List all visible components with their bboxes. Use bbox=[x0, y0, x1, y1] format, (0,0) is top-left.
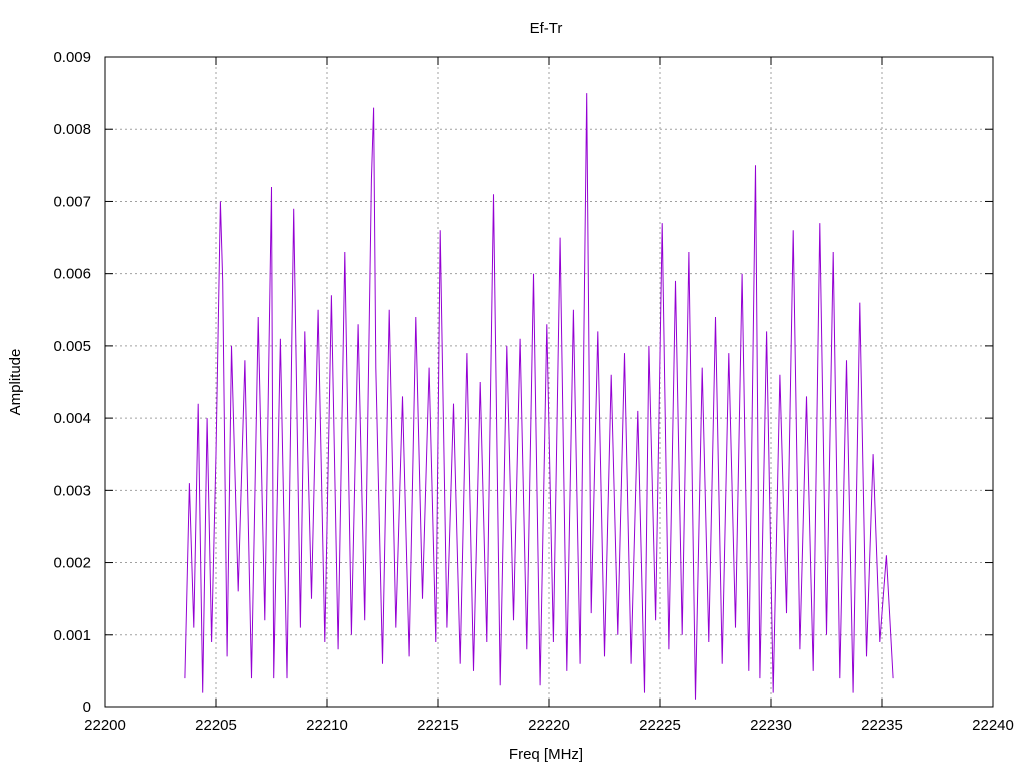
x-tick-label: 22205 bbox=[195, 717, 237, 734]
y-tick-label: 0.002 bbox=[53, 555, 91, 572]
x-tick-label: 22235 bbox=[861, 717, 903, 734]
y-tick-label: 0.006 bbox=[53, 266, 91, 283]
y-tick-label: 0.009 bbox=[53, 49, 91, 66]
y-tick-label: 0 bbox=[83, 699, 91, 716]
x-tick-label: 22210 bbox=[306, 717, 348, 734]
series-layer bbox=[184, 93, 894, 700]
y-tick-label: 0.008 bbox=[53, 121, 91, 138]
x-tick-label: 22230 bbox=[750, 717, 792, 734]
x-tick-label: 22215 bbox=[417, 717, 459, 734]
x-tick-label: 22225 bbox=[639, 717, 681, 734]
x-axis-label: Freq [MHz] bbox=[509, 746, 583, 763]
x-tick-label: 22200 bbox=[84, 717, 126, 734]
x-tick-label: 22240 bbox=[972, 717, 1014, 734]
x-tick-label: 22220 bbox=[528, 717, 570, 734]
y-tick-label: 0.005 bbox=[53, 338, 91, 355]
tick-layer: 22200 22205 22210 22215 22220 22225 22230 22235… bbox=[53, 49, 1013, 734]
y-tick-label: 0.001 bbox=[53, 627, 91, 644]
series-line bbox=[184, 93, 894, 700]
y-axis-label: Amplitude bbox=[7, 349, 24, 416]
y-tick-label: 0.003 bbox=[53, 482, 91, 499]
y-tick-label: 0.004 bbox=[53, 410, 91, 427]
y-tick-label: 0.007 bbox=[53, 193, 91, 210]
chart-title: Ef-Tr bbox=[530, 20, 563, 37]
